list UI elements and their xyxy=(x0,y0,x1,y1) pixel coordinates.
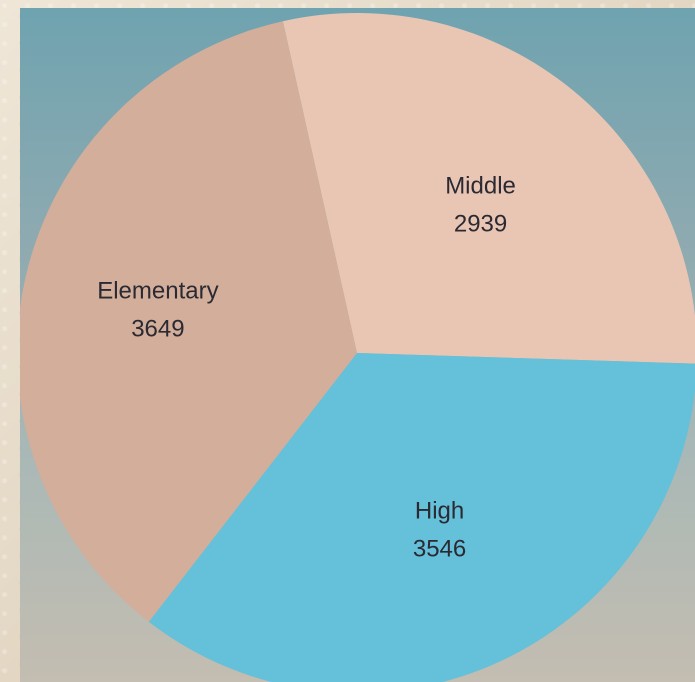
pie-slice-high xyxy=(148,353,695,682)
pie-slices xyxy=(20,13,695,682)
slice-value-elementary: 3649 xyxy=(131,316,184,343)
slice-label-elementary: Elementary xyxy=(97,278,218,305)
slice-label-high: High xyxy=(415,497,464,524)
pie-chart: Middle 2939 High 3546 Elementary 3649 xyxy=(20,13,695,682)
chart-panel: Middle 2939 High 3546 Elementary 3649 xyxy=(20,8,695,682)
pie-slice-middle xyxy=(282,13,695,364)
slice-value-high: 3546 xyxy=(413,535,466,562)
slice-label-middle: Middle xyxy=(445,173,516,200)
pie-labels: Middle 2939 High 3546 Elementary 3649 xyxy=(97,173,516,563)
slice-value-middle: 2939 xyxy=(454,211,507,238)
pie-slice-elementary xyxy=(20,21,357,622)
